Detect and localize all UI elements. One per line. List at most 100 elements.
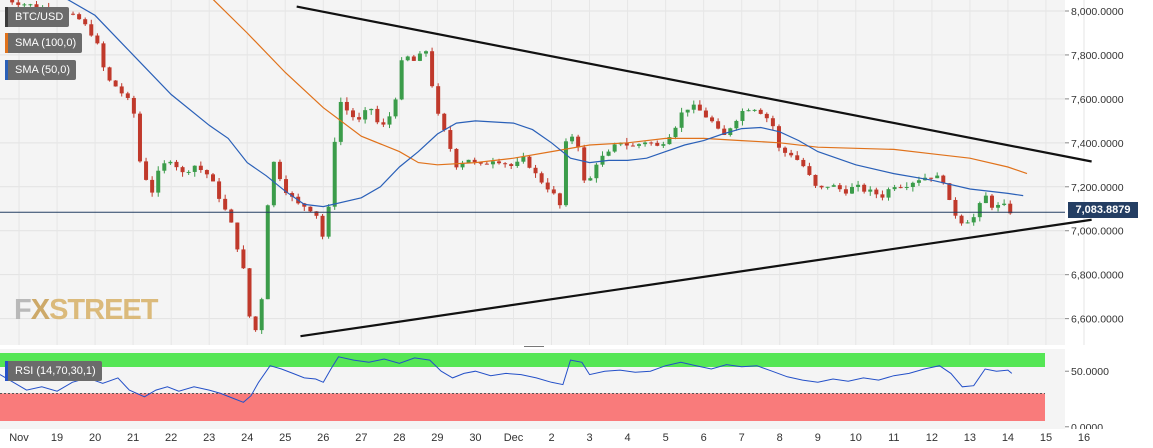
candle-body	[880, 194, 885, 198]
candle-body	[509, 164, 514, 167]
candle-body	[612, 144, 617, 152]
candle-body	[22, 4, 27, 6]
price-tick-label: 7,400.0000	[1071, 138, 1124, 150]
candle-body	[168, 161, 173, 164]
candle-body	[691, 104, 696, 110]
candle-body	[223, 198, 228, 210]
candle-body	[247, 268, 252, 317]
candle-body	[28, 4, 33, 6]
legend-sma100-label: SMA (100,0)	[15, 37, 77, 49]
candle-body	[722, 128, 727, 135]
candle-body	[551, 189, 556, 194]
candle-body	[929, 177, 934, 179]
time-tick-label: 3	[586, 432, 592, 444]
candle-body	[776, 126, 781, 148]
candle-body	[953, 199, 958, 216]
time-tick-label: 6	[701, 432, 707, 444]
legend-swatch	[5, 33, 8, 53]
time-tick-label: 8	[777, 432, 783, 444]
candle-body	[302, 203, 307, 207]
candle-body	[801, 159, 806, 167]
candle-body	[137, 113, 142, 162]
time-tick-label: 26	[317, 432, 329, 444]
price-axis: 6,600.0000 6,800.0000 7,000.0000 7,200.0000…	[1065, 6, 1124, 326]
candle-body	[265, 205, 270, 300]
candle-body	[211, 174, 215, 182]
time-tick-label: 22	[165, 432, 177, 444]
time-tick-label: 21	[127, 432, 139, 444]
candle-body	[101, 43, 106, 68]
candle-body	[180, 167, 185, 173]
candle-body	[600, 155, 605, 165]
time-tick-label: 24	[241, 432, 253, 444]
candle-body	[186, 171, 191, 173]
candle-body	[162, 163, 167, 171]
candle-body	[95, 35, 100, 44]
candle-body	[1008, 203, 1013, 214]
price-tick-label: 8,000.0000	[1071, 6, 1124, 18]
candle-body	[156, 170, 161, 193]
candle-body	[332, 141, 337, 207]
time-tick-label: Nov	[9, 432, 29, 444]
time-tick-label: 23	[203, 432, 215, 444]
candle-body	[217, 181, 222, 199]
time-tick-label: 10	[850, 432, 862, 444]
candle-body	[454, 148, 459, 168]
time-tick-label: 13	[964, 432, 976, 444]
time-tick-label: 15	[1040, 432, 1052, 444]
legend-swatch	[5, 361, 8, 381]
candle-body	[144, 161, 149, 180]
candle-body	[277, 161, 282, 180]
sma100-line	[212, 0, 1028, 175]
candle-body	[740, 110, 745, 121]
candle-body	[856, 184, 861, 188]
legend-swatch	[5, 7, 8, 27]
candle-body	[637, 144, 641, 146]
candle-body	[862, 184, 867, 192]
rsi-axis: 0.0000 50.0000	[0, 366, 1109, 429]
time-tick-label: 2	[548, 432, 554, 444]
candle-body	[344, 101, 349, 111]
legend-sma50-label: SMA (50,0)	[15, 64, 71, 76]
candle-body	[308, 206, 313, 212]
price-tick-label: 6,600.0000	[1071, 314, 1124, 326]
time-axis: Nov 19 20 21 22 23 24 25 26 27 28 29 30 Dec 2 3 4 5 6 7 8 9 10…	[9, 432, 1090, 444]
candle-body	[843, 189, 848, 194]
candle-body	[655, 142, 660, 146]
candle-body	[606, 151, 611, 156]
candle-body	[533, 167, 538, 174]
candle-body	[369, 108, 374, 111]
candle-body	[752, 109, 757, 111]
candle-body	[935, 175, 940, 179]
candle-body	[83, 19, 88, 25]
candle-body	[71, 13, 76, 15]
candle-body	[430, 51, 435, 87]
current-price-tag: 7,083.8879	[1068, 202, 1138, 218]
candle-body	[16, 2, 21, 5]
candle-body	[983, 195, 988, 204]
rsi-tick-label: 0.0000	[1071, 422, 1103, 429]
price-chart[interactable]: 6,600.0000 6,800.0000 7,000.0000 7,200.0000…	[0, 0, 1153, 345]
legend-sma50[interactable]: SMA (50,0)	[5, 60, 77, 80]
time-tick-label: 12	[926, 432, 938, 444]
legend-symbol-label: BTC/USD	[15, 11, 64, 23]
time-tick-label: 27	[355, 432, 367, 444]
candle-body	[825, 186, 830, 188]
candle-body	[503, 163, 508, 165]
candle-body	[314, 211, 319, 216]
time-tick-label: 9	[815, 432, 821, 444]
legend-swatch	[5, 60, 8, 80]
candle-body	[545, 182, 550, 190]
candle-body	[417, 53, 422, 61]
legend-sma100[interactable]: SMA (100,0)	[5, 33, 83, 53]
candle-body	[253, 316, 258, 331]
candle-body	[667, 137, 672, 145]
trendline	[296, 5, 1092, 163]
legend-symbol[interactable]: BTC/USD	[5, 7, 70, 27]
candle-body	[989, 195, 994, 208]
legend-rsi[interactable]: RSI (14,70,30,1)	[5, 361, 102, 381]
candle-body	[661, 144, 666, 146]
rsi-chart[interactable]: 0.0000 50.0000	[0, 349, 1153, 429]
candle-body	[77, 14, 82, 20]
candle-body	[947, 183, 952, 200]
